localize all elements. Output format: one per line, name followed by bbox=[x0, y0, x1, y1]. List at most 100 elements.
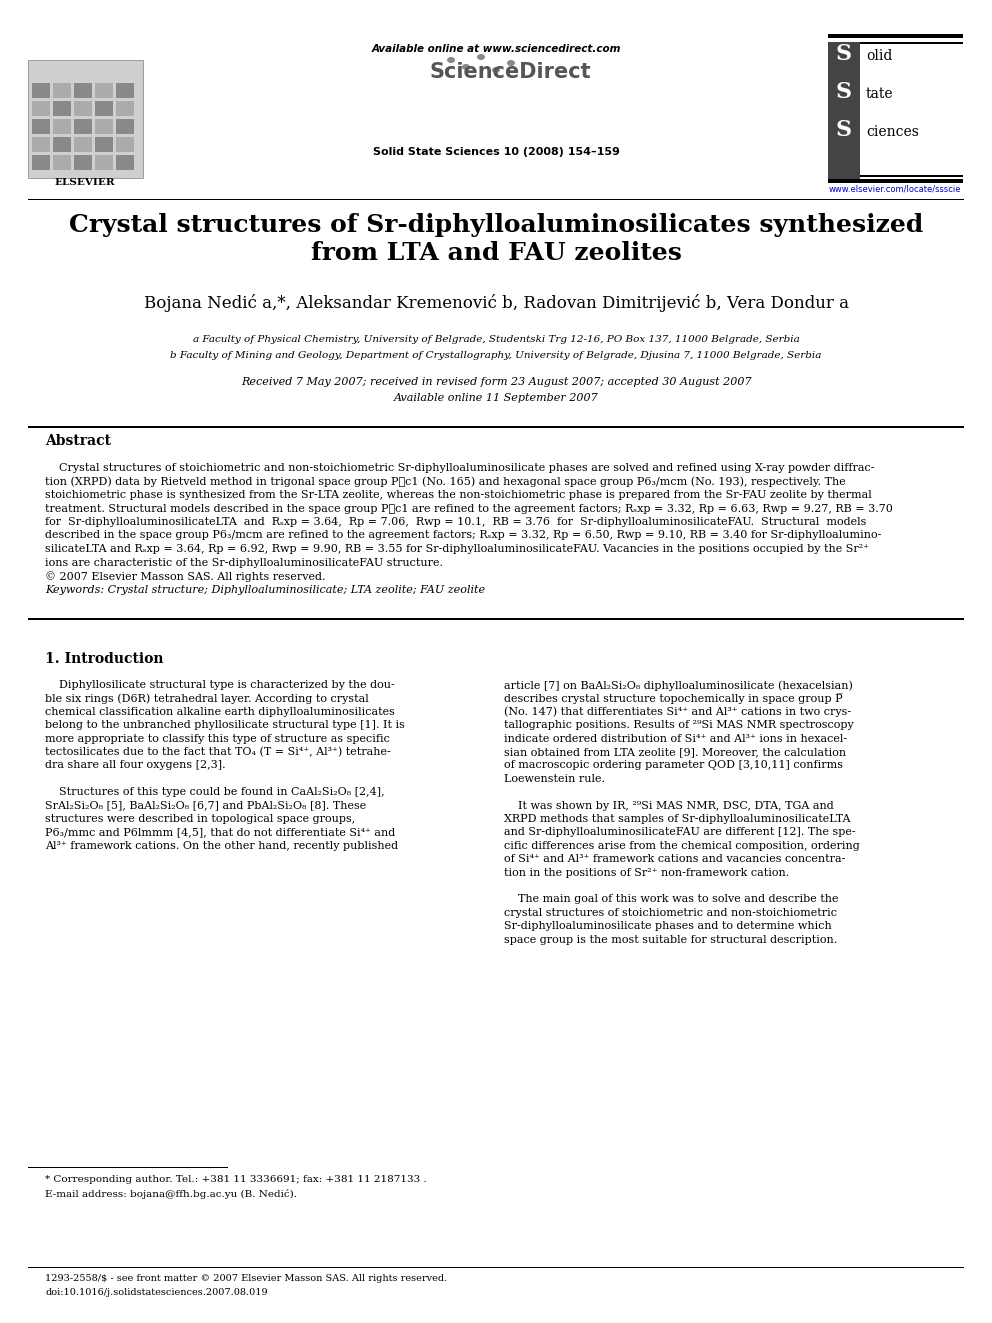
Text: for  Sr-diphylloaluminosilicateLTA  and  Rₛxp = 3.64,  Rp = 7.06,  Rwp = 10.1,  : for Sr-diphylloaluminosilicateLTA and Rₛ… bbox=[45, 517, 866, 527]
Ellipse shape bbox=[447, 57, 455, 64]
Bar bbox=[828, 42, 963, 44]
Text: tion in the positions of Sr²⁺ non-framework cation.: tion in the positions of Sr²⁺ non-framew… bbox=[504, 868, 790, 877]
Text: ELSEVIER: ELSEVIER bbox=[55, 179, 115, 187]
Bar bbox=[828, 42, 860, 179]
Ellipse shape bbox=[462, 64, 470, 70]
Bar bbox=[32, 119, 50, 134]
Bar bbox=[74, 155, 92, 169]
Bar bbox=[116, 119, 134, 134]
Text: E-mail address: bojana@ffh.bg.ac.yu (B. Nedić).: E-mail address: bojana@ffh.bg.ac.yu (B. … bbox=[45, 1189, 297, 1199]
Text: cific differences arise from the chemical composition, ordering: cific differences arise from the chemica… bbox=[504, 841, 860, 851]
Text: and Sr-diphylloaluminosilicateFAU are different [12]. The spe-: and Sr-diphylloaluminosilicateFAU are di… bbox=[504, 827, 856, 837]
Bar bbox=[828, 34, 963, 38]
Bar bbox=[95, 119, 113, 134]
Bar bbox=[32, 138, 50, 152]
Bar bbox=[828, 38, 963, 183]
Text: silicateLTA and Rₛxp = 3.64, Rp = 6.92, Rwp = 9.90, RB = 3.55 for Sr-diphylloalu: silicateLTA and Rₛxp = 3.64, Rp = 6.92, … bbox=[45, 544, 869, 554]
Bar bbox=[53, 138, 71, 152]
Bar bbox=[28, 426, 964, 429]
Bar bbox=[32, 155, 50, 169]
Text: stoichiometric phase is synthesized from the Sr-LTA zeolite, whereas the non-sto: stoichiometric phase is synthesized from… bbox=[45, 490, 872, 500]
Text: Received 7 May 2007; received in revised form 23 August 2007; accepted 30 August: Received 7 May 2007; received in revised… bbox=[241, 377, 751, 388]
Text: Diphyllosilicate structural type is characterized by the dou-: Diphyllosilicate structural type is char… bbox=[45, 680, 395, 691]
Text: space group is the most suitable for structural description.: space group is the most suitable for str… bbox=[504, 934, 837, 945]
Bar bbox=[32, 101, 50, 116]
Bar bbox=[28, 60, 143, 179]
Text: * Corresponding author. Tel.: +381 11 3336691; fax: +381 11 2187133 .: * Corresponding author. Tel.: +381 11 33… bbox=[45, 1175, 427, 1184]
Text: Solid State Sciences 10 (2008) 154–159: Solid State Sciences 10 (2008) 154–159 bbox=[373, 147, 619, 157]
Text: tallographic positions. Results of ²⁹Si MAS NMR spectroscopy: tallographic positions. Results of ²⁹Si … bbox=[504, 720, 854, 730]
Bar bbox=[828, 179, 963, 183]
Text: tion (XRPD) data by Rietveld method in trigonal space group P͜c1 (No. 165) and h: tion (XRPD) data by Rietveld method in t… bbox=[45, 476, 846, 487]
Bar bbox=[74, 83, 92, 98]
Bar bbox=[53, 83, 71, 98]
Text: XRPD methods that samples of Sr-diphylloaluminosilicateLTA: XRPD methods that samples of Sr-diphyllo… bbox=[504, 814, 850, 824]
Text: (No. 147) that differentiates Si⁴⁺ and Al³⁺ cations in two crys-: (No. 147) that differentiates Si⁴⁺ and A… bbox=[504, 706, 851, 717]
Text: treatment. Structural models described in the space group P͜c1 are refined to th: treatment. Structural models described i… bbox=[45, 504, 893, 513]
Bar bbox=[74, 119, 92, 134]
Bar bbox=[95, 138, 113, 152]
Text: described in the space group P6₃/mcm are refined to the agreement factors; Rₛxp : described in the space group P6₃/mcm are… bbox=[45, 531, 881, 541]
Text: www.elsevier.com/locate/ssscie: www.elsevier.com/locate/ssscie bbox=[828, 185, 961, 194]
Text: more appropriate to classify this type of structure as specific: more appropriate to classify this type o… bbox=[45, 733, 390, 744]
Text: b Faculty of Mining and Geology, Department of Crystallography, University of Be: b Faculty of Mining and Geology, Departm… bbox=[171, 351, 821, 360]
Text: S: S bbox=[836, 119, 852, 142]
Text: P6₃/mmc and P6lmmm [4,5], that do not differentiate Si⁴⁺ and: P6₃/mmc and P6lmmm [4,5], that do not di… bbox=[45, 827, 395, 837]
Text: Available online 11 September 2007: Available online 11 September 2007 bbox=[394, 393, 598, 404]
Text: Structures of this type could be found in CaAl₂Si₂O₈ [2,4],: Structures of this type could be found i… bbox=[45, 787, 385, 798]
Text: doi:10.1016/j.solidstatesciences.2007.08.019: doi:10.1016/j.solidstatesciences.2007.08… bbox=[45, 1289, 268, 1297]
Text: crystal structures of stoichiometric and non-stoichiometric: crystal structures of stoichiometric and… bbox=[504, 908, 837, 918]
Bar bbox=[95, 83, 113, 98]
Bar bbox=[53, 101, 71, 116]
Text: chemical classification alkaline earth diphylloaluminosilicates: chemical classification alkaline earth d… bbox=[45, 706, 395, 717]
Text: dra share all four oxygens [2,3].: dra share all four oxygens [2,3]. bbox=[45, 761, 225, 770]
Text: ciences: ciences bbox=[866, 124, 919, 139]
Bar bbox=[95, 155, 113, 169]
Text: Bojana Nedić a,*, Aleksandar Kremenović b, Radovan Dimitrijević b, Vera Dondur a: Bojana Nedić a,*, Aleksandar Kremenović … bbox=[144, 294, 848, 312]
Text: olid: olid bbox=[866, 49, 893, 64]
Text: of Si⁴⁺ and Al³⁺ framework cations and vacancies concentra-: of Si⁴⁺ and Al³⁺ framework cations and v… bbox=[504, 855, 845, 864]
Text: SrAl₂Si₂O₈ [5], BaAl₂Si₂O₈ [6,7] and PbAl₂Si₂O₈ [8]. These: SrAl₂Si₂O₈ [5], BaAl₂Si₂O₈ [6,7] and PbA… bbox=[45, 800, 366, 811]
Bar bbox=[116, 101, 134, 116]
Text: 1. Introduction: 1. Introduction bbox=[45, 652, 164, 665]
Text: Al³⁺ framework cations. On the other hand, recently published: Al³⁺ framework cations. On the other han… bbox=[45, 841, 398, 851]
Text: ble six rings (D6R) tetrahedral layer. According to crystal: ble six rings (D6R) tetrahedral layer. A… bbox=[45, 693, 369, 704]
Text: ScienceDirect: ScienceDirect bbox=[430, 62, 591, 82]
Ellipse shape bbox=[507, 60, 515, 66]
Text: a Faculty of Physical Chemistry, University of Belgrade, Studentski Trg 12-16, P: a Faculty of Physical Chemistry, Univers… bbox=[192, 335, 800, 344]
Text: ions are characteristic of the Sr-diphylloaluminosilicateFAU structure.: ions are characteristic of the Sr-diphyl… bbox=[45, 557, 443, 568]
Text: S: S bbox=[836, 44, 852, 65]
Bar bbox=[74, 138, 92, 152]
Ellipse shape bbox=[492, 67, 500, 73]
Bar bbox=[28, 198, 964, 200]
Text: Crystal structures of Sr-diphylloaluminosilicates synthesized: Crystal structures of Sr-diphylloalumino… bbox=[68, 213, 924, 237]
Text: of macroscopic ordering parameter QOD [3,10,11] confirms: of macroscopic ordering parameter QOD [3… bbox=[504, 761, 843, 770]
Text: Keywords: Crystal structure; Diphylloaluminosilicate; LTA zeolite; FAU zeolite: Keywords: Crystal structure; Diphylloalu… bbox=[45, 585, 485, 595]
Text: S: S bbox=[836, 81, 852, 103]
Bar bbox=[116, 155, 134, 169]
Text: from LTA and FAU zeolites: from LTA and FAU zeolites bbox=[310, 241, 682, 265]
Text: Abstract: Abstract bbox=[45, 434, 111, 448]
Bar bbox=[53, 119, 71, 134]
Bar bbox=[116, 138, 134, 152]
Text: Loewenstein rule.: Loewenstein rule. bbox=[504, 774, 605, 783]
Text: article [7] on BaAl₂Si₂O₈ diphylloaluminosilicate (hexacelsian): article [7] on BaAl₂Si₂O₈ diphylloalumin… bbox=[504, 680, 853, 691]
Text: describes crystal structure topochemically in space group P̅: describes crystal structure topochemical… bbox=[504, 693, 842, 704]
Bar bbox=[32, 83, 50, 98]
Bar bbox=[74, 101, 92, 116]
Text: Sr-diphylloaluminosilicate phases and to determine which: Sr-diphylloaluminosilicate phases and to… bbox=[504, 921, 831, 931]
Bar bbox=[828, 175, 963, 177]
Bar bbox=[95, 101, 113, 116]
Text: tate: tate bbox=[866, 87, 894, 101]
Bar bbox=[116, 83, 134, 98]
Text: Available online at www.sciencedirect.com: Available online at www.sciencedirect.co… bbox=[371, 44, 621, 54]
Ellipse shape bbox=[477, 54, 485, 60]
Text: belong to the unbranched phyllosilicate structural type [1]. It is: belong to the unbranched phyllosilicate … bbox=[45, 720, 405, 730]
Text: tectosilicates due to the fact that TO₄ (T = Si⁴⁺, Al³⁺) tetrahe-: tectosilicates due to the fact that TO₄ … bbox=[45, 747, 391, 757]
Text: It was shown by IR, ²⁹Si MAS NMR, DSC, DTA, TGA and: It was shown by IR, ²⁹Si MAS NMR, DSC, D… bbox=[504, 800, 833, 811]
Text: indicate ordered distribution of Si⁴⁺ and Al³⁺ ions in hexacel-: indicate ordered distribution of Si⁴⁺ an… bbox=[504, 733, 847, 744]
Text: sian obtained from LTA zeolite [9]. Moreover, the calculation: sian obtained from LTA zeolite [9]. More… bbox=[504, 747, 846, 757]
Text: © 2007 Elsevier Masson SAS. All rights reserved.: © 2007 Elsevier Masson SAS. All rights r… bbox=[45, 572, 325, 582]
Bar bbox=[28, 618, 964, 620]
Text: 1293-2558/$ - see front matter © 2007 Elsevier Masson SAS. All rights reserved.: 1293-2558/$ - see front matter © 2007 El… bbox=[45, 1274, 447, 1283]
